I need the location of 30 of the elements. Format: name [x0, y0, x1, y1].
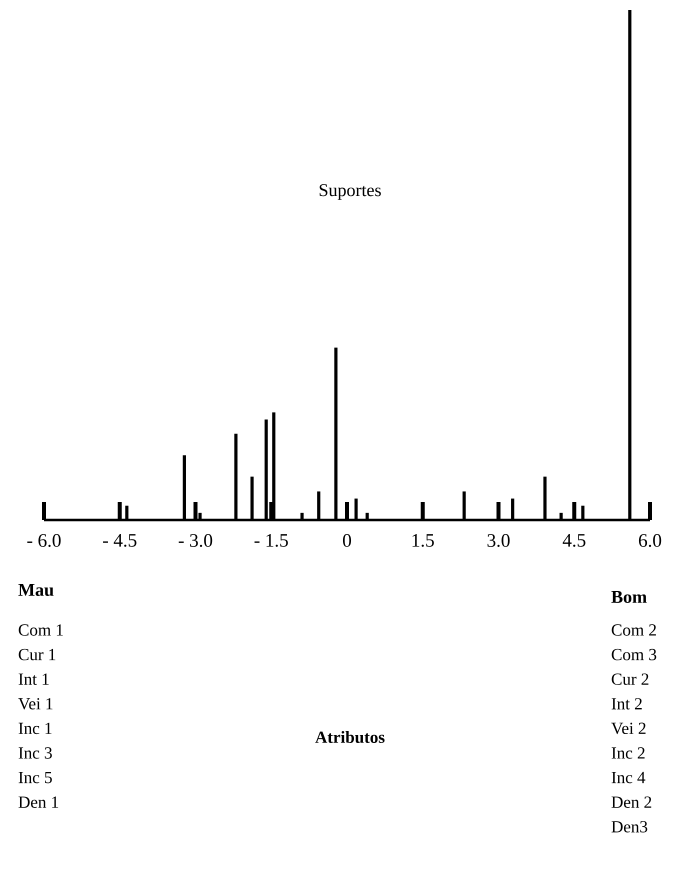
- text: Atributos: [315, 731, 385, 744]
- text: Cur 1: [18, 648, 56, 660]
- text: Inc 5: [18, 772, 52, 784]
- text: Com 3: [612, 648, 656, 660]
- text: Vei 1: [18, 698, 52, 710]
- text: Mau: [18, 584, 54, 596]
- x-tick-label: 3.0: [488, 534, 510, 547]
- x-tick-label: 6.0: [638, 534, 662, 547]
- text: Den3: [612, 821, 648, 832]
- text: Cur 2: [612, 673, 648, 685]
- text: Inc 2: [612, 747, 645, 759]
- x-tick-label: 0: [342, 534, 352, 547]
- x-tick-label: - 4.5: [103, 534, 136, 547]
- text: Vei 2: [611, 722, 646, 734]
- text: Inc 1: [18, 722, 52, 734]
- text: Suportes: [320, 184, 381, 200]
- x-tick-label: 1.5: [412, 534, 434, 547]
- text: Den 1: [18, 796, 58, 808]
- text: Bom: [611, 591, 647, 603]
- text: Inc 4: [612, 772, 646, 784]
- x-tick-label: - 1.5: [254, 534, 288, 547]
- text: Den 2: [612, 796, 652, 808]
- x-tick-label: - 3.0: [178, 534, 212, 547]
- x-tick-label: 4.5: [562, 534, 586, 547]
- text: Inc 3: [18, 747, 52, 759]
- x-tick-label: - 6.0: [27, 534, 61, 547]
- text: Com 2: [612, 624, 656, 636]
- text: Int 1: [18, 673, 49, 685]
- text: Com 1: [18, 624, 63, 636]
- text: Int 2: [612, 698, 642, 710]
